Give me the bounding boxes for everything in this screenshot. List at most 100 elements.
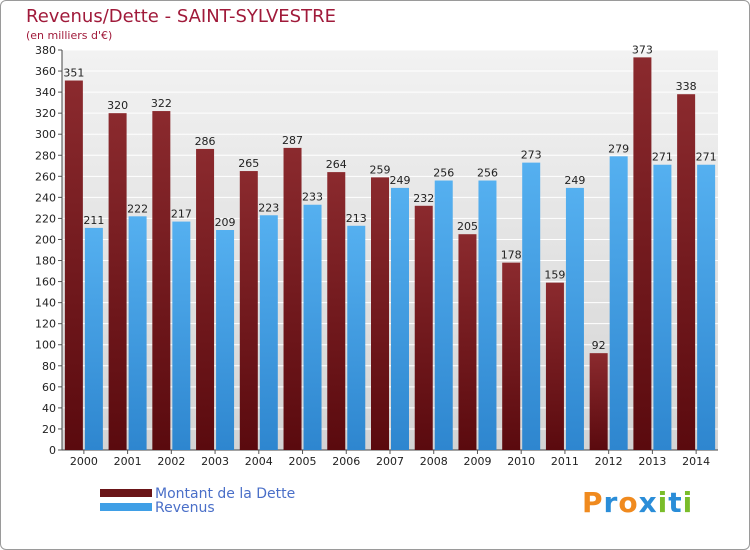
x-tick-label: 2007 xyxy=(376,455,404,468)
value-label: 320 xyxy=(107,99,128,112)
bar-debt xyxy=(239,171,258,451)
value-label: 287 xyxy=(282,134,303,147)
bar-revenus xyxy=(391,187,409,451)
value-label: 217 xyxy=(171,208,192,221)
logo-letter: i xyxy=(682,486,694,519)
value-label: 223 xyxy=(258,201,279,214)
bar-revenus xyxy=(434,180,453,451)
x-axis-ticks: 2000 2001 2002 2003 2004 2005 2006 2007 2008 2009… xyxy=(70,450,710,468)
bar-revenus xyxy=(216,230,235,450)
bar-revenus xyxy=(128,216,147,450)
value-label: 271 xyxy=(696,151,717,164)
value-label: 286 xyxy=(195,135,216,148)
bar-debt xyxy=(371,177,389,451)
value-label: 279 xyxy=(608,142,629,155)
value-label: 209 xyxy=(215,216,236,229)
value-label: 205 xyxy=(457,220,478,233)
bar-debt xyxy=(152,111,171,450)
y-tick-label: 80 xyxy=(42,360,56,373)
legend-marks xyxy=(100,489,152,511)
value-label: 222 xyxy=(127,202,148,215)
bar-revenus xyxy=(172,221,191,450)
value-label: 249 xyxy=(390,174,411,187)
y-tick-label: 180 xyxy=(35,255,56,268)
bars xyxy=(64,57,716,451)
y-tick-label: 160 xyxy=(35,276,56,289)
value-label: 271 xyxy=(652,151,673,164)
x-tick-label: 2011 xyxy=(551,455,579,468)
bar-debt xyxy=(108,113,127,450)
y-tick-label: 360 xyxy=(35,65,56,78)
x-tick-label: 2004 xyxy=(245,455,273,468)
value-label: 265 xyxy=(238,157,259,170)
value-label: 92 xyxy=(592,339,606,352)
value-label: 322 xyxy=(151,97,172,110)
y-tick-label: 380 xyxy=(35,44,56,57)
logo-letter: x xyxy=(638,486,658,519)
x-tick-label: 2001 xyxy=(114,455,142,468)
bar-debt xyxy=(545,282,564,450)
bar-debt xyxy=(283,147,302,451)
x-tick-label: 2000 xyxy=(70,455,98,468)
logo-letter: t xyxy=(668,486,683,519)
value-label: 256 xyxy=(477,167,498,180)
value-label: 178 xyxy=(501,249,522,262)
proxiti-logo: Proxiti xyxy=(582,486,693,519)
x-tick-label: 2013 xyxy=(638,455,666,468)
bar-revenus xyxy=(84,227,103,450)
value-label: 233 xyxy=(302,191,323,204)
y-tick-label: 260 xyxy=(35,170,56,183)
value-label: 256 xyxy=(433,167,454,180)
bar-revenus xyxy=(565,187,584,451)
value-label: 213 xyxy=(346,212,367,225)
y-tick-label: 120 xyxy=(35,318,56,331)
value-label: 373 xyxy=(632,43,653,56)
chart-subtitle: (en milliers d'€) xyxy=(26,29,113,42)
x-tick-label: 2014 xyxy=(682,455,710,468)
x-tick-label: 2010 xyxy=(507,455,535,468)
y-tick-label: 340 xyxy=(35,86,56,99)
y-tick-label: 0 xyxy=(49,444,56,457)
y-tick-label: 240 xyxy=(35,191,56,204)
value-label: 351 xyxy=(63,67,84,80)
bar-debt xyxy=(196,148,215,450)
bar-revenus xyxy=(259,215,278,450)
y-tick-label: 280 xyxy=(35,149,56,162)
value-labels: 351 211 320 222 322 217 286 209 265 223 287 233 264 2… xyxy=(63,43,716,352)
x-tick-label: 2003 xyxy=(201,455,229,468)
bar-revenus xyxy=(478,180,497,451)
bar-debt xyxy=(64,80,83,451)
logo-letter: i xyxy=(657,486,669,519)
y-tick-label: 100 xyxy=(35,339,56,352)
bar-debt xyxy=(633,57,652,451)
bar-revenus xyxy=(653,164,672,450)
value-label: 273 xyxy=(521,149,542,162)
bar-debt xyxy=(589,353,608,450)
x-tick-label: 2006 xyxy=(332,455,360,468)
y-tick-label: 140 xyxy=(35,297,56,310)
y-tick-label: 60 xyxy=(42,381,56,394)
y-tick-label: 20 xyxy=(42,423,56,436)
value-label: 259 xyxy=(370,163,391,176)
bar-debt xyxy=(414,205,433,450)
bar-revenus xyxy=(609,156,628,450)
y-tick-label: 220 xyxy=(35,212,56,225)
value-label: 232 xyxy=(413,192,434,205)
y-tick-label: 40 xyxy=(42,402,56,415)
bar-revenus xyxy=(522,162,541,450)
bar-debt xyxy=(502,262,521,450)
x-tick-label: 2008 xyxy=(420,455,448,468)
value-label: 249 xyxy=(564,174,585,187)
y-tick-label: 300 xyxy=(35,128,56,141)
legend-label-debt: Montant de la Dette xyxy=(155,486,296,502)
bar-debt xyxy=(458,234,477,450)
x-tick-label: 2005 xyxy=(289,455,317,468)
bar-debt xyxy=(327,172,346,450)
y-tick-label: 320 xyxy=(35,107,56,120)
y-tick-label: 200 xyxy=(35,233,56,246)
bar-revenus xyxy=(347,225,366,450)
bar-debt xyxy=(677,94,696,451)
plot-background xyxy=(62,50,718,450)
legend-swatch-revenus xyxy=(100,503,152,511)
bar-revenus xyxy=(697,164,716,450)
